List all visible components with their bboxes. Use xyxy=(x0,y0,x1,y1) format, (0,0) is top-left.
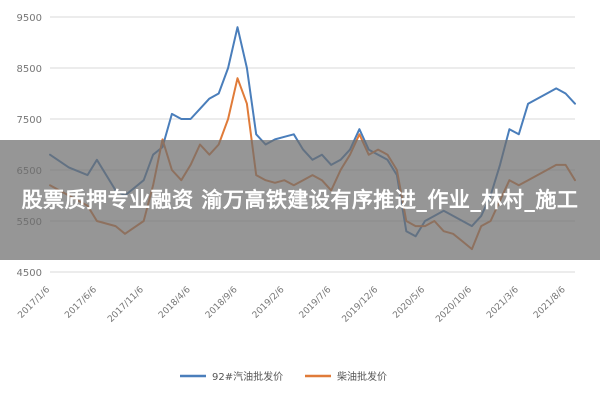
x-tick-label: 2017/6/6 xyxy=(63,285,99,321)
x-tick-label: 2018/9/6 xyxy=(204,285,240,321)
caption-banner: 股票质押专业融资 渝万高铁建设有序推进_作业_林村_施工 xyxy=(0,140,600,260)
x-tick-label: 2020/10/6 xyxy=(434,285,474,325)
legend-label-1: 92#汽油批发价 xyxy=(212,370,283,383)
x-tick-label: 2017/1/6 xyxy=(16,285,52,321)
x-tick-label: 2021/3/6 xyxy=(485,285,521,321)
y-tick-label: 4500 xyxy=(17,268,42,279)
legend-label-2: 柴油批发价 xyxy=(337,370,387,383)
y-tick-label: 8500 xyxy=(17,64,42,75)
y-tick-label: 7500 xyxy=(17,115,42,126)
caption-text: 股票质押专业融资 渝万高铁建设有序推进_作业_林村_施工 xyxy=(21,188,579,212)
y-tick-label: 9500 xyxy=(17,13,42,24)
x-tick-label: 2019/7/6 xyxy=(298,285,334,321)
x-tick-label: 2019/12/6 xyxy=(341,285,381,325)
x-tick-label: 2021/8/6 xyxy=(532,285,568,321)
legend: 92#汽油批发价 柴油批发价 xyxy=(180,370,387,383)
x-tick-label: 2019/2/6 xyxy=(251,285,287,321)
x-tick-label: 2018/4/6 xyxy=(157,285,193,321)
x-tick-label: 2017/11/6 xyxy=(106,285,146,325)
x-axis: 2017/1/6 2017/6/6 2017/11/6 2018/4/6 2018/9/… xyxy=(16,285,567,325)
x-tick-label: 2020/5/6 xyxy=(391,285,427,321)
